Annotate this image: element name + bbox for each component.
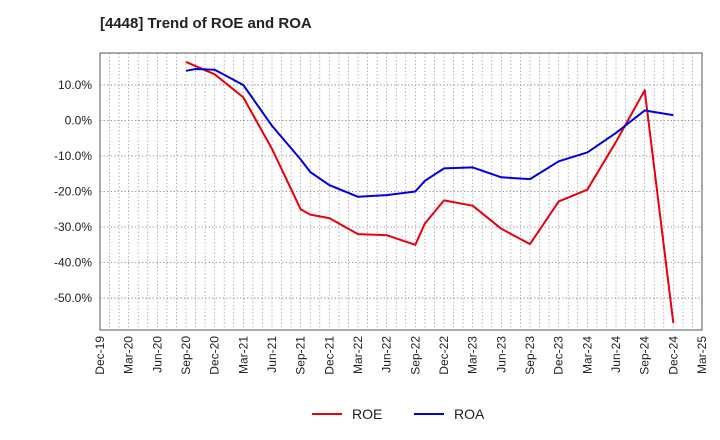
x-tick-label: Sep-21 (294, 336, 308, 375)
x-tick-label: Mar-22 (351, 336, 365, 374)
x-tick-label: Sep-22 (408, 336, 422, 375)
x-tick-label: Sep-23 (523, 336, 537, 375)
x-tick-label: Dec-22 (437, 336, 451, 375)
series-line-roa (185, 68, 674, 198)
x-tick-label: Mar-24 (580, 336, 594, 374)
y-tick-label: 0.0% (65, 113, 93, 127)
y-tick-label: -10.0% (54, 149, 92, 163)
x-tick-label: Mar-25 (695, 336, 709, 374)
series-layer (185, 60, 675, 324)
x-tick-labels: Dec-19 Mar-20 Jun-20 Sep-20 Dec-20 Mar-21 Jun-… (93, 336, 709, 375)
x-tick-label: Mar-21 (236, 336, 250, 374)
y-tick-label: -30.0% (54, 220, 92, 234)
y-tick-label: 10.0% (58, 78, 92, 92)
legend-label-roe: ROE (352, 406, 382, 422)
x-tick-label: Dec-19 (93, 336, 107, 375)
plot-frame (99, 52, 703, 331)
x-tick-label: Mar-23 (466, 336, 480, 374)
x-tick-label: Sep-24 (638, 336, 652, 375)
chart-title: [4448] Trend of ROE and ROA (100, 15, 312, 32)
x-tick-label: Mar-20 (122, 336, 136, 374)
x-tick-label: Dec-23 (552, 336, 566, 375)
x-tick-label: Jun-22 (380, 336, 394, 373)
series-line-roe (185, 60, 675, 324)
y-tick-label: -50.0% (54, 291, 92, 305)
x-tick-label: Dec-20 (208, 336, 222, 375)
legend-label-roa: ROA (454, 406, 485, 422)
y-tick-labels: 10.0% 0.0% -10.0% -20.0% -30.0% -40.0% -50.0% (54, 78, 92, 305)
x-tick-label: Jun-20 (150, 336, 164, 373)
x-tick-label: Jun-21 (265, 336, 279, 373)
x-tick-label: Jun-24 (609, 336, 623, 373)
x-tick-label: Sep-20 (179, 336, 193, 375)
x-tick-label: Dec-21 (322, 336, 336, 375)
x-tick-label: Dec-24 (666, 336, 680, 375)
y-tick-label: -40.0% (54, 256, 92, 270)
y-tick-label: -20.0% (54, 185, 92, 199)
grid-layer (100, 53, 702, 330)
legend: ROE ROA (312, 406, 485, 422)
x-tick-label: Jun-23 (494, 336, 508, 373)
